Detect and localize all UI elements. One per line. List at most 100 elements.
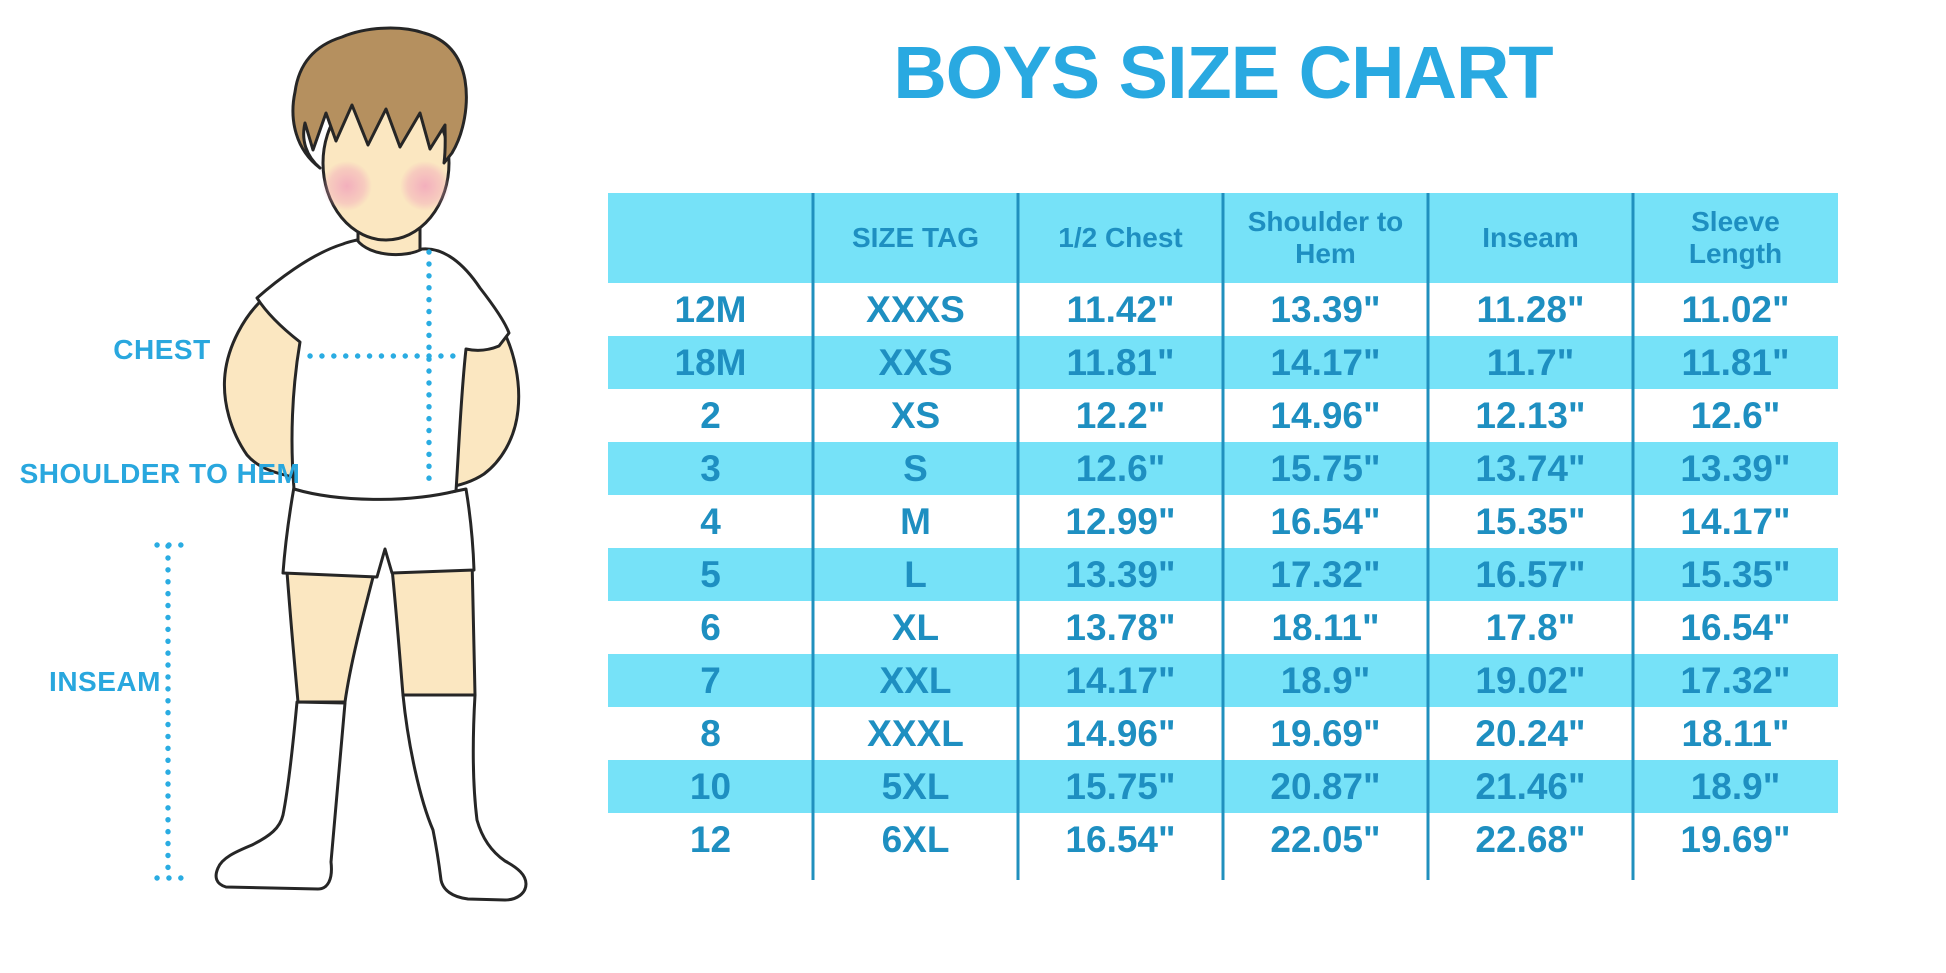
table-cell: 18.9"	[1633, 760, 1838, 813]
table-cell: 19.02"	[1428, 654, 1633, 707]
blush-right	[400, 161, 450, 211]
table-cell: 11.28"	[1476, 288, 1585, 330]
table-row: 5 L 13.39" 17.32" 16.57" 15.35"	[608, 548, 1838, 601]
table-cell: 12.6"	[1690, 394, 1781, 436]
header-cell	[608, 193, 813, 283]
chest-label: CHEST	[113, 334, 211, 365]
table-header-row: SIZE TAG 1/2 Chest Shoulder to Hem Inseam Sl…	[608, 193, 1838, 283]
table-cell: 11.42"	[1066, 288, 1175, 330]
shoulder-to-hem-label: SHOULDER TO HEM	[19, 458, 301, 489]
table-cell: 15.35"	[1475, 500, 1586, 542]
table-cell: 11.81"	[1018, 336, 1223, 389]
table-cell: 12.13"	[1475, 394, 1586, 436]
table-cell: 22.68"	[1475, 818, 1586, 860]
table-cell: 13.78"	[1065, 606, 1176, 648]
table-row: 3 S 12.6" 15.75" 13.74" 13.39"	[608, 442, 1838, 495]
table-cell: 11.02"	[1681, 288, 1790, 330]
table-cell: 21.46"	[1428, 760, 1633, 813]
t-shirt	[255, 238, 511, 501]
table-cell: 19.69"	[1270, 712, 1381, 754]
table-cell: 18.9"	[1223, 654, 1428, 707]
table-cell: 6XL	[881, 818, 950, 860]
column-divider	[1426, 193, 1430, 880]
table-cell: 4	[700, 500, 721, 542]
table-cell: 22.05"	[1270, 818, 1381, 860]
table-cell: 14.17"	[1680, 500, 1791, 542]
blush-left	[322, 161, 372, 211]
table-cell: M	[900, 500, 931, 542]
table-cell: 17.32"	[1633, 654, 1838, 707]
table-cell: XXXL	[867, 712, 964, 754]
table-cell: 15.75"	[1223, 442, 1428, 495]
table-cell: 5	[608, 548, 813, 601]
table-cell: 14.96"	[1065, 712, 1176, 754]
table-cell: XL	[891, 606, 940, 648]
table-cell: 10	[608, 760, 813, 813]
table-cell: XXL	[813, 654, 1018, 707]
measurement-lines	[154, 249, 465, 881]
table-cell: 12M	[674, 288, 747, 330]
table-cell: S	[813, 442, 1018, 495]
right-thigh	[389, 556, 477, 697]
table-cell: 16.54"	[1680, 606, 1791, 648]
table-cell: XS	[890, 394, 941, 436]
boy-illustration	[154, 26, 528, 902]
table-cell: 8	[700, 712, 721, 754]
table-cell: 17.32"	[1223, 548, 1428, 601]
table-row: 4 M 12.99" 16.54" 15.35" 14.17"	[608, 495, 1838, 548]
header-cell: Shoulder to Hem	[1223, 193, 1428, 283]
header-cell: Inseam	[1428, 193, 1633, 283]
table-cell: 16.57"	[1428, 548, 1633, 601]
table-cell: 14.17"	[1018, 654, 1223, 707]
table-cell: 2	[700, 394, 721, 436]
table-cell: 20.24"	[1475, 712, 1586, 754]
table-cell: 11.81"	[1633, 336, 1838, 389]
table-cell: 15.35"	[1633, 548, 1838, 601]
table-cell: 3	[608, 442, 813, 495]
left-sock	[214, 700, 347, 891]
column-divider	[1221, 193, 1225, 880]
table-cell: 14.17"	[1223, 336, 1428, 389]
hair	[291, 26, 468, 170]
table-row: 18M XXS 11.81" 14.17" 11.7" 11.81"	[608, 336, 1838, 389]
table-cell: 13.39"	[1633, 442, 1838, 495]
table-cell: 18.11"	[1271, 606, 1380, 648]
table-cell: 12.2"	[1075, 394, 1166, 436]
table-cell: 12	[689, 818, 732, 860]
right-sock	[401, 693, 528, 902]
table-cell: XXS	[813, 336, 1018, 389]
header-cell: Sleeve Length	[1633, 193, 1838, 283]
table-cell: 11.7"	[1428, 336, 1633, 389]
table-cell: 12.6"	[1018, 442, 1223, 495]
column-divider	[1631, 193, 1635, 880]
table-row: 7 XXL 14.17" 18.9" 19.02" 17.32"	[608, 654, 1838, 707]
table-cell: 16.54"	[1065, 818, 1176, 860]
table-cell: 14.96"	[1270, 394, 1381, 436]
table-cell: 15.75"	[1018, 760, 1223, 813]
table-cell: 7	[608, 654, 813, 707]
size-table: SIZE TAG 1/2 Chest Shoulder to Hem Inseam Sl…	[608, 193, 1838, 880]
table-cell: L	[813, 548, 1018, 601]
left-thigh	[284, 556, 380, 704]
inseam-label: INSEAM	[49, 666, 161, 697]
table-row: 12 6XL 16.54" 22.05" 22.68" 19.69"	[608, 813, 1838, 866]
table-cell: 16.54"	[1270, 500, 1381, 542]
table-cell: 19.69"	[1680, 818, 1791, 860]
table-cell: 12.99"	[1065, 500, 1176, 542]
table-cell: 13.39"	[1018, 548, 1223, 601]
table-row: 2 XS 12.2" 14.96" 12.13" 12.6"	[608, 389, 1838, 442]
page-title: BOYS SIZE CHART	[893, 31, 1553, 114]
table-cell: 18M	[608, 336, 813, 389]
table-row: 6 XL 13.78" 18.11" 17.8" 16.54"	[608, 601, 1838, 654]
column-divider	[811, 193, 815, 880]
table-cell: 13.39"	[1270, 288, 1381, 330]
table-cell: 20.87"	[1223, 760, 1428, 813]
table-cell: 18.11"	[1681, 712, 1790, 754]
table-cell: 13.74"	[1428, 442, 1633, 495]
table-cell: 6	[700, 606, 721, 648]
table-cell: 5XL	[813, 760, 1018, 813]
table-cell: XXXS	[866, 288, 965, 330]
column-divider	[1016, 193, 1020, 880]
header-cell: 1/2 Chest	[1018, 193, 1223, 283]
